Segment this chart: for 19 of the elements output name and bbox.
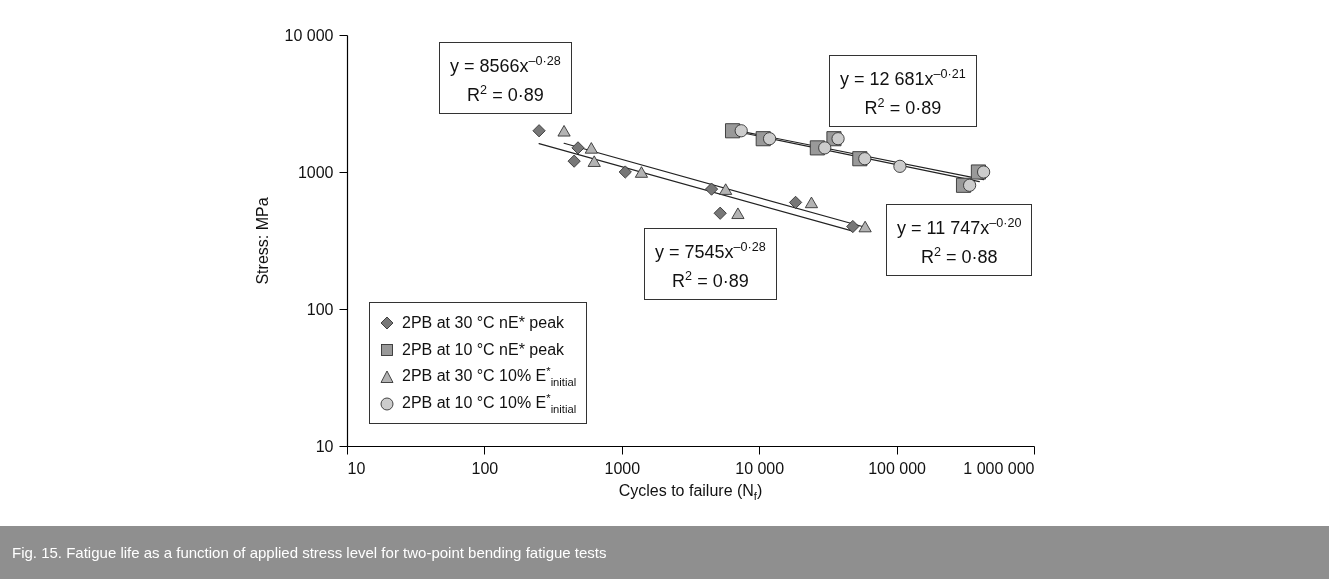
text: y = 11 747x$^{–0·20}$ R$^{2}$ = 0·88 — [897, 216, 1022, 267]
y-tick-label: 10 000 — [284, 26, 334, 44]
text: y = 12 681x$^{–0·21}$ R$^{2}$ = 0·89 — [840, 67, 966, 118]
y-tick-label: 1000 — [297, 163, 334, 181]
legend-label: 2PB at 10 °C nE* peak — [402, 340, 565, 359]
text: y = 7545x$^{–0·28}$ R$^{2}$ = 0·89 — [655, 240, 766, 291]
text: y = 8566x$^{–0·28}$ R$^{2}$ = 0·89 — [450, 54, 561, 105]
x-tick-label: 100 — [471, 459, 499, 477]
caption: Fig. 15. Fatigue life as a function of applied stress level for two-point bending fatigue tests — [0, 526, 1329, 579]
y-axis-title: Stress: MPa — [253, 197, 271, 285]
legend-label: 2PB at 30 °C nE* peak — [402, 313, 565, 332]
x-tick-label: 1000 — [604, 459, 641, 477]
x-tick-label: 10 000 — [735, 459, 785, 477]
x-axis-title: Cycles to failure (N$_{f}$) — [618, 482, 763, 503]
y-tick-label: 100 — [306, 300, 334, 318]
x-tick-label: 100 000 — [868, 459, 927, 477]
x-tick-label: 1 000 000 — [963, 459, 1035, 477]
x-tick-label: 10 — [347, 459, 366, 477]
y-tick-label: 10 — [315, 437, 334, 455]
